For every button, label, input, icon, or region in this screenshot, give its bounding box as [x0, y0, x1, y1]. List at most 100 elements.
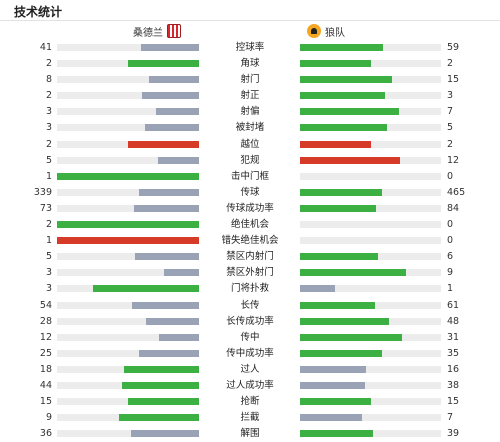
home-stat-bar — [132, 301, 199, 309]
away-stat-bar — [300, 365, 367, 373]
stat-row: 28 长传成功率 48 — [0, 314, 500, 330]
stat-label: 禁区内射门 — [226, 251, 274, 263]
stat-label: 长传 — [240, 299, 260, 311]
home-team: 桑德兰 — [133, 22, 181, 40]
away-stat-bar — [300, 156, 401, 164]
home-stat-bar — [163, 269, 199, 277]
away-stat-value: 5 — [447, 122, 454, 134]
away-stat-bar — [300, 44, 384, 51]
away-stat-track — [300, 108, 441, 116]
away-stat-value: 35 — [447, 347, 460, 359]
home-stat-value: 41 — [39, 42, 52, 53]
stat-label: 传球成功率 — [226, 202, 274, 214]
stat-label: 禁区外射门 — [226, 267, 274, 279]
home-stat-bar — [122, 381, 199, 389]
stat-row: 339 传球 465 — [0, 185, 500, 201]
away-stat-value: 7 — [447, 412, 454, 424]
stat-label: 击中门框 — [230, 170, 269, 182]
stat-row: 41 控球率 59 — [0, 40, 500, 56]
home-stat-track — [57, 156, 199, 164]
stat-row: 18 过人 16 — [0, 362, 500, 378]
away-stat-bar — [300, 76, 392, 84]
away-stat-track — [300, 76, 441, 84]
home-stat-track — [57, 269, 199, 277]
away-stat-track — [300, 349, 441, 357]
home-stat-bar — [128, 140, 199, 148]
away-stat-track — [300, 237, 441, 245]
home-stat-track — [57, 172, 199, 180]
stat-row: 2 角球 2 — [0, 56, 500, 72]
stat-label: 过人成功率 — [226, 379, 274, 391]
away-stat-bar — [300, 398, 371, 406]
stat-row: 73 传球成功率 84 — [0, 201, 500, 217]
away-stat-value: 3 — [447, 90, 454, 102]
home-stat-bar — [139, 188, 199, 196]
away-stat-value: 0 — [447, 235, 454, 247]
home-stat-track — [57, 76, 199, 84]
stat-label: 传中成功率 — [226, 347, 274, 359]
home-stat-bar — [57, 172, 199, 180]
away-stat-value: 0 — [447, 170, 454, 182]
away-stat-track — [300, 285, 441, 293]
stat-row: 3 门将扑救 1 — [0, 281, 500, 297]
home-stat-track — [57, 285, 199, 293]
stat-label: 拦截 — [240, 412, 260, 424]
away-stat-track — [300, 414, 441, 422]
home-stat-bar — [57, 221, 199, 229]
stat-label: 射偏 — [240, 106, 260, 118]
home-stat-value: 25 — [39, 347, 52, 359]
home-stat-bar — [142, 92, 199, 100]
home-stat-track — [57, 301, 199, 309]
home-stat-bar — [157, 156, 199, 164]
home-stat-bar — [123, 365, 199, 373]
home-stat-track — [57, 381, 199, 389]
stat-row: 3 禁区外射门 9 — [0, 265, 500, 281]
home-stat-value: 2 — [45, 90, 52, 102]
away-stat-value: 39 — [447, 428, 460, 440]
away-stat-value: 2 — [447, 58, 454, 70]
home-stat-value: 36 — [39, 428, 52, 440]
away-stat-value: 12 — [447, 154, 460, 166]
page-title: 技术统计 — [14, 5, 63, 19]
away-stat-track — [300, 188, 441, 196]
home-stat-value: 2 — [45, 58, 52, 70]
home-team-name: 桑德兰 — [133, 27, 163, 39]
away-stat-bar — [300, 285, 336, 293]
home-stat-value: 12 — [39, 331, 52, 343]
away-stat-value: 0 — [447, 219, 454, 231]
home-stat-value: 15 — [39, 396, 52, 408]
home-stat-track — [57, 140, 199, 148]
stat-row: 2 绝佳机会 0 — [0, 217, 500, 233]
stat-label: 门将扑救 — [230, 283, 269, 295]
away-stat-bar — [300, 108, 399, 116]
home-stat-bar — [156, 108, 199, 116]
home-stat-value: 73 — [39, 202, 52, 214]
home-stat-bar — [140, 44, 199, 51]
home-stat-track — [57, 221, 199, 229]
away-stat-bar — [300, 333, 402, 341]
home-stat-track — [57, 188, 199, 196]
stat-label: 错失绝佳机会 — [221, 235, 279, 247]
home-stat-bar — [139, 349, 199, 357]
stat-row: 5 禁区内射门 6 — [0, 249, 500, 265]
home-stat-bar — [130, 430, 199, 438]
stat-row: 15 抢断 15 — [0, 394, 500, 410]
home-stat-bar — [92, 285, 199, 293]
away-stat-value: 59 — [447, 42, 460, 53]
away-stat-value: 31 — [447, 331, 460, 343]
away-stat-track — [300, 204, 441, 212]
home-stat-track — [57, 253, 199, 261]
home-stat-track — [57, 204, 199, 212]
home-stat-bar — [57, 237, 199, 245]
stat-label: 被封堵 — [235, 122, 265, 134]
stat-row: 12 传中 31 — [0, 330, 500, 346]
away-stat-bar — [300, 140, 371, 148]
stat-row: 54 长传 61 — [0, 298, 500, 314]
home-stat-value: 5 — [45, 154, 52, 166]
stat-row: 36 解围 39 — [0, 426, 500, 442]
away-stat-value: 84 — [447, 202, 460, 214]
stats-table: 41 控球率 59 2 角球 2 8 射门 15 2 射正 3 3 射偏 7 3 被封堵 5 2 越位 2 5 犯规 12 1 击… — [0, 40, 500, 442]
away-stat-value: 7 — [447, 106, 454, 118]
away-stat-value: 15 — [447, 396, 460, 408]
away-stat-value: 61 — [447, 299, 460, 311]
